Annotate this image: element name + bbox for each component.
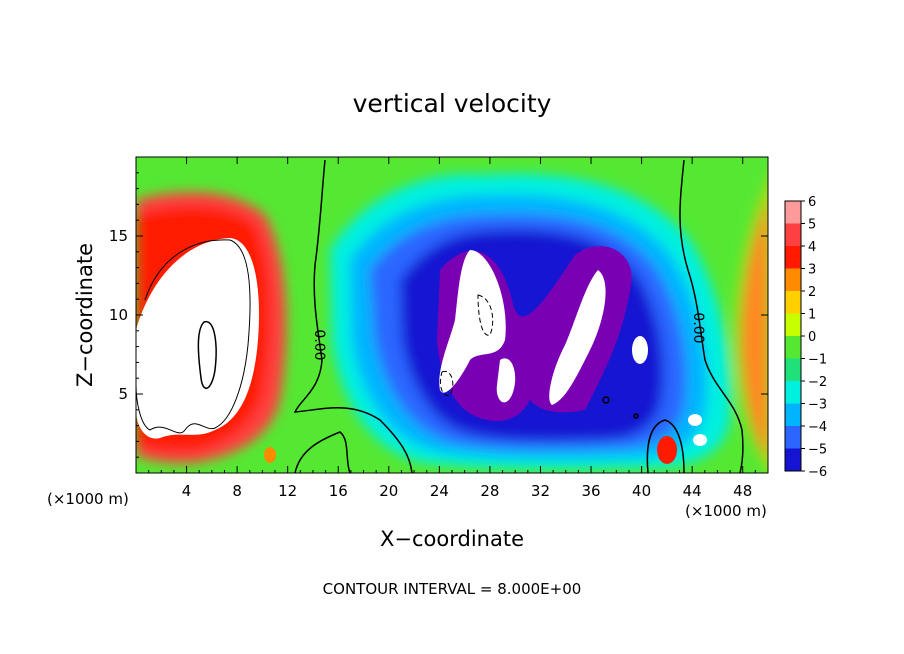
contour-label-left: 0.00 <box>311 329 327 360</box>
zero-contour-br <box>646 419 685 473</box>
x-tick-label: 44 <box>683 482 702 500</box>
x-tick-label: 8 <box>232 482 242 500</box>
x-unit-left: (×1000 m) <box>47 490 129 508</box>
x-tick-label: 28 <box>480 482 499 500</box>
colorbar-label: −4 <box>808 420 827 435</box>
colorbar-swatch <box>785 448 801 471</box>
contour-label-right: 0.00 <box>690 312 706 343</box>
downdraft-contour-a <box>477 294 494 336</box>
colorbar-swatch <box>785 403 801 426</box>
field-cores <box>136 238 707 464</box>
contours <box>136 159 744 473</box>
y-tick-label: 10 <box>109 306 128 324</box>
left-updraft-core <box>136 238 260 439</box>
colorbar-label: 0 <box>808 330 816 345</box>
colorbar-swatch <box>785 336 801 359</box>
contour-interval-footer: CONTOUR INTERVAL = 8.000E+00 <box>323 580 582 598</box>
updraft-contour-inner <box>197 321 217 389</box>
colorbar-swatch <box>785 426 801 449</box>
y-tick-label: 15 <box>109 227 128 245</box>
x-tick-label: 36 <box>581 482 600 500</box>
downdraft-core-f <box>693 434 707 446</box>
colorbar-label: −1 <box>808 353 827 368</box>
colorbar-swatch <box>785 223 801 246</box>
updraft-spot-2 <box>264 447 276 463</box>
y-tick-label: 5 <box>118 385 128 403</box>
plot-area <box>136 157 768 473</box>
colorbar-label: −6 <box>808 465 827 480</box>
x-tick-label: 4 <box>182 482 192 500</box>
colorbar-swatch <box>785 381 801 404</box>
downdraft-core-c <box>496 358 516 403</box>
right-edge-yellow <box>734 180 768 473</box>
colorbar: 6 5 4 3 2 1 0 −1 −2 −3 −4 −5 −6 <box>784 195 827 480</box>
downdraft-core-b <box>549 270 606 405</box>
x-tick-label: 48 <box>733 482 752 500</box>
x-tick-label: 16 <box>329 482 348 500</box>
colorbar-swatch <box>785 201 801 224</box>
colorbar-label: 2 <box>808 285 816 300</box>
colorbar-label: 6 <box>808 195 816 210</box>
x-tick-label: 40 <box>632 482 651 500</box>
x-axis-label: X−coordinate <box>380 527 524 551</box>
y-axis: 5 10 15 <box>109 172 768 458</box>
colorbar-swatch <box>785 313 801 336</box>
zero-contour-left <box>293 159 413 473</box>
x-tick-label: 24 <box>430 482 449 500</box>
downdraft-core-a <box>439 250 506 393</box>
x-tick-label: 20 <box>379 482 398 500</box>
small-contour-2 <box>633 413 639 419</box>
downdraft-core-d <box>632 336 648 364</box>
zero-contour-lower <box>294 431 351 473</box>
colorbar-label: −3 <box>808 398 827 413</box>
small-contour <box>602 396 610 404</box>
colorbar-swatch <box>785 291 801 314</box>
chart-title: vertical velocity <box>353 89 552 118</box>
colorbar-label: −5 <box>808 443 827 458</box>
colorbar-label: 3 <box>808 263 816 278</box>
x-axis: 4 8 12 16 20 24 28 32 36 40 44 48 <box>148 157 756 500</box>
downdraft-core-e <box>688 414 702 426</box>
downdraft-contour-b <box>439 370 454 396</box>
colorbar-swatch <box>785 358 801 381</box>
x-tick-label: 32 <box>531 482 550 500</box>
y-axis-label: Z−coordinate <box>73 243 97 387</box>
x-unit-right: (×1000 m) <box>685 502 767 520</box>
colorbar-label: 4 <box>808 240 816 255</box>
x-tick-label: 12 <box>278 482 297 500</box>
colorbar-swatch <box>785 246 801 269</box>
updraft-contour-outer <box>136 239 251 434</box>
colorbar-label: 1 <box>808 308 816 323</box>
colorbar-swatch <box>785 268 801 291</box>
colorbar-label: 5 <box>808 218 816 233</box>
zero-contour-right <box>679 159 744 473</box>
colorbar-label: −2 <box>808 375 827 390</box>
updraft-spot <box>657 436 677 464</box>
